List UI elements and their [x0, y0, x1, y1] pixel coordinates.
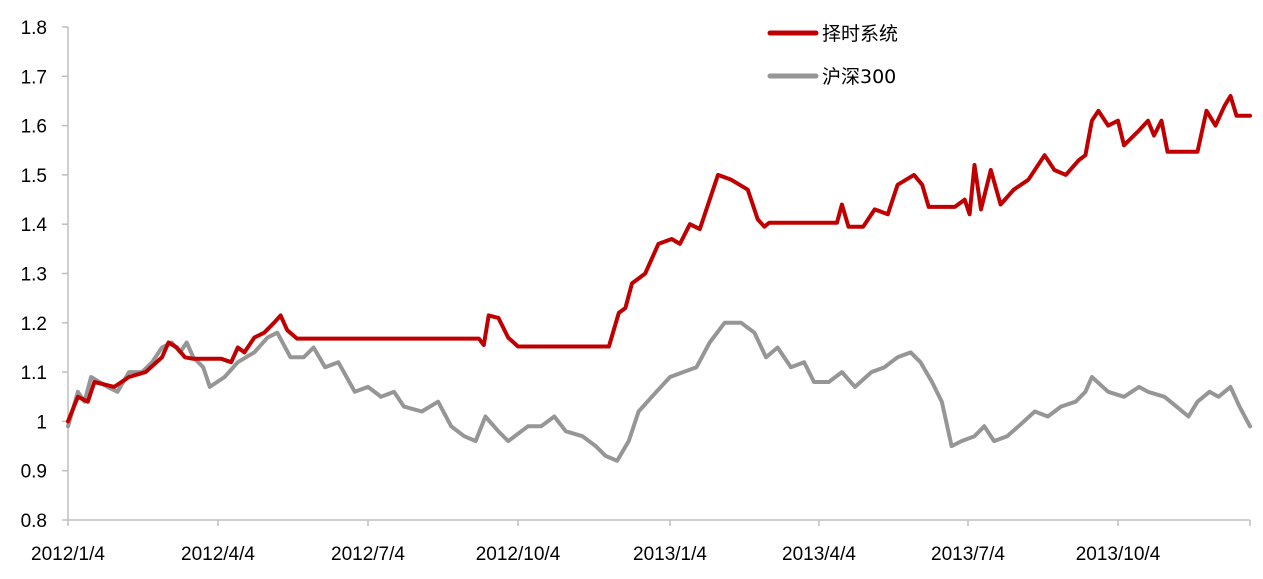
- x-tick-label: 2013/7/4: [931, 544, 1005, 565]
- x-axis: 2012/1/4 2012/4/4 2012/7/4 2012/10/4 2013/1/…: [31, 519, 1251, 565]
- x-tick-label: 2012/1/4: [31, 544, 105, 565]
- y-tick-label: 1.3: [21, 265, 47, 286]
- legend-label-csi300: 沪深300: [822, 66, 896, 88]
- y-axis: 0.8 0.9 1 1.1 1.2 1.3 1.4 1.5 1.6 1.7 1.8: [21, 18, 69, 532]
- y-tick-label: 1.5: [21, 166, 47, 187]
- y-tick-label: 1: [36, 412, 47, 433]
- y-tick-label: 1.4: [21, 215, 48, 236]
- x-tick-label: 2012/10/4: [476, 544, 561, 565]
- x-tick-label: 2013/10/4: [1076, 544, 1161, 565]
- y-tick-label: 1.2: [21, 314, 47, 335]
- y-tick-label: 0.8: [21, 511, 47, 532]
- x-tick-label: 2012/4/4: [181, 544, 255, 565]
- series-layer: [66, 94, 1252, 463]
- y-tick-label: 1.8: [21, 18, 47, 39]
- y-tick-label: 0.9: [21, 462, 47, 483]
- series-line-timing-system: [66, 94, 1252, 424]
- series-line-csi300: [66, 320, 1252, 463]
- y-tick-label: 1.7: [21, 67, 47, 88]
- x-tick-label: 2013/4/4: [782, 544, 856, 565]
- x-tick-label: 2013/1/4: [633, 544, 707, 565]
- legend-label-timing-system: 择时系统: [822, 23, 898, 45]
- x-tick-label: 2012/7/4: [331, 544, 405, 565]
- y-tick-label: 1.1: [21, 363, 47, 384]
- y-tick-label: 1.6: [21, 117, 47, 138]
